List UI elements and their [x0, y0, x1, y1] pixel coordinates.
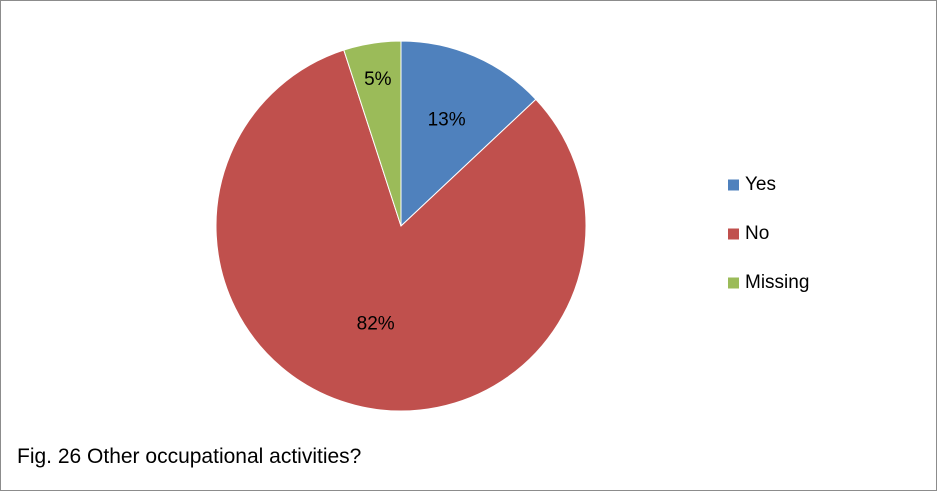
- pie-slices: [215, 40, 587, 412]
- pie-slice-missing: [343, 40, 402, 227]
- legend: Yes No Missing: [728, 174, 809, 293]
- legend-label-yes: Yes: [745, 174, 776, 195]
- pie-value-labels: 13% 82% 5%: [357, 69, 466, 335]
- legend-swatch-no: [728, 228, 739, 240]
- pie-slice-no: [215, 49, 587, 412]
- legend-label-no: No: [745, 223, 769, 244]
- slice-value-label-missing: 5%: [364, 69, 392, 90]
- slice-value-label-yes: 13%: [428, 110, 466, 131]
- pie-slice-yes: [400, 40, 537, 228]
- legend-swatch-yes: [728, 179, 739, 191]
- figure-caption: Fig. 26 Other occupational activities?: [17, 445, 362, 468]
- legend-swatch-missing: [728, 277, 739, 289]
- slice-value-label-no: 82%: [357, 314, 395, 335]
- legend-label-missing: Missing: [745, 272, 809, 293]
